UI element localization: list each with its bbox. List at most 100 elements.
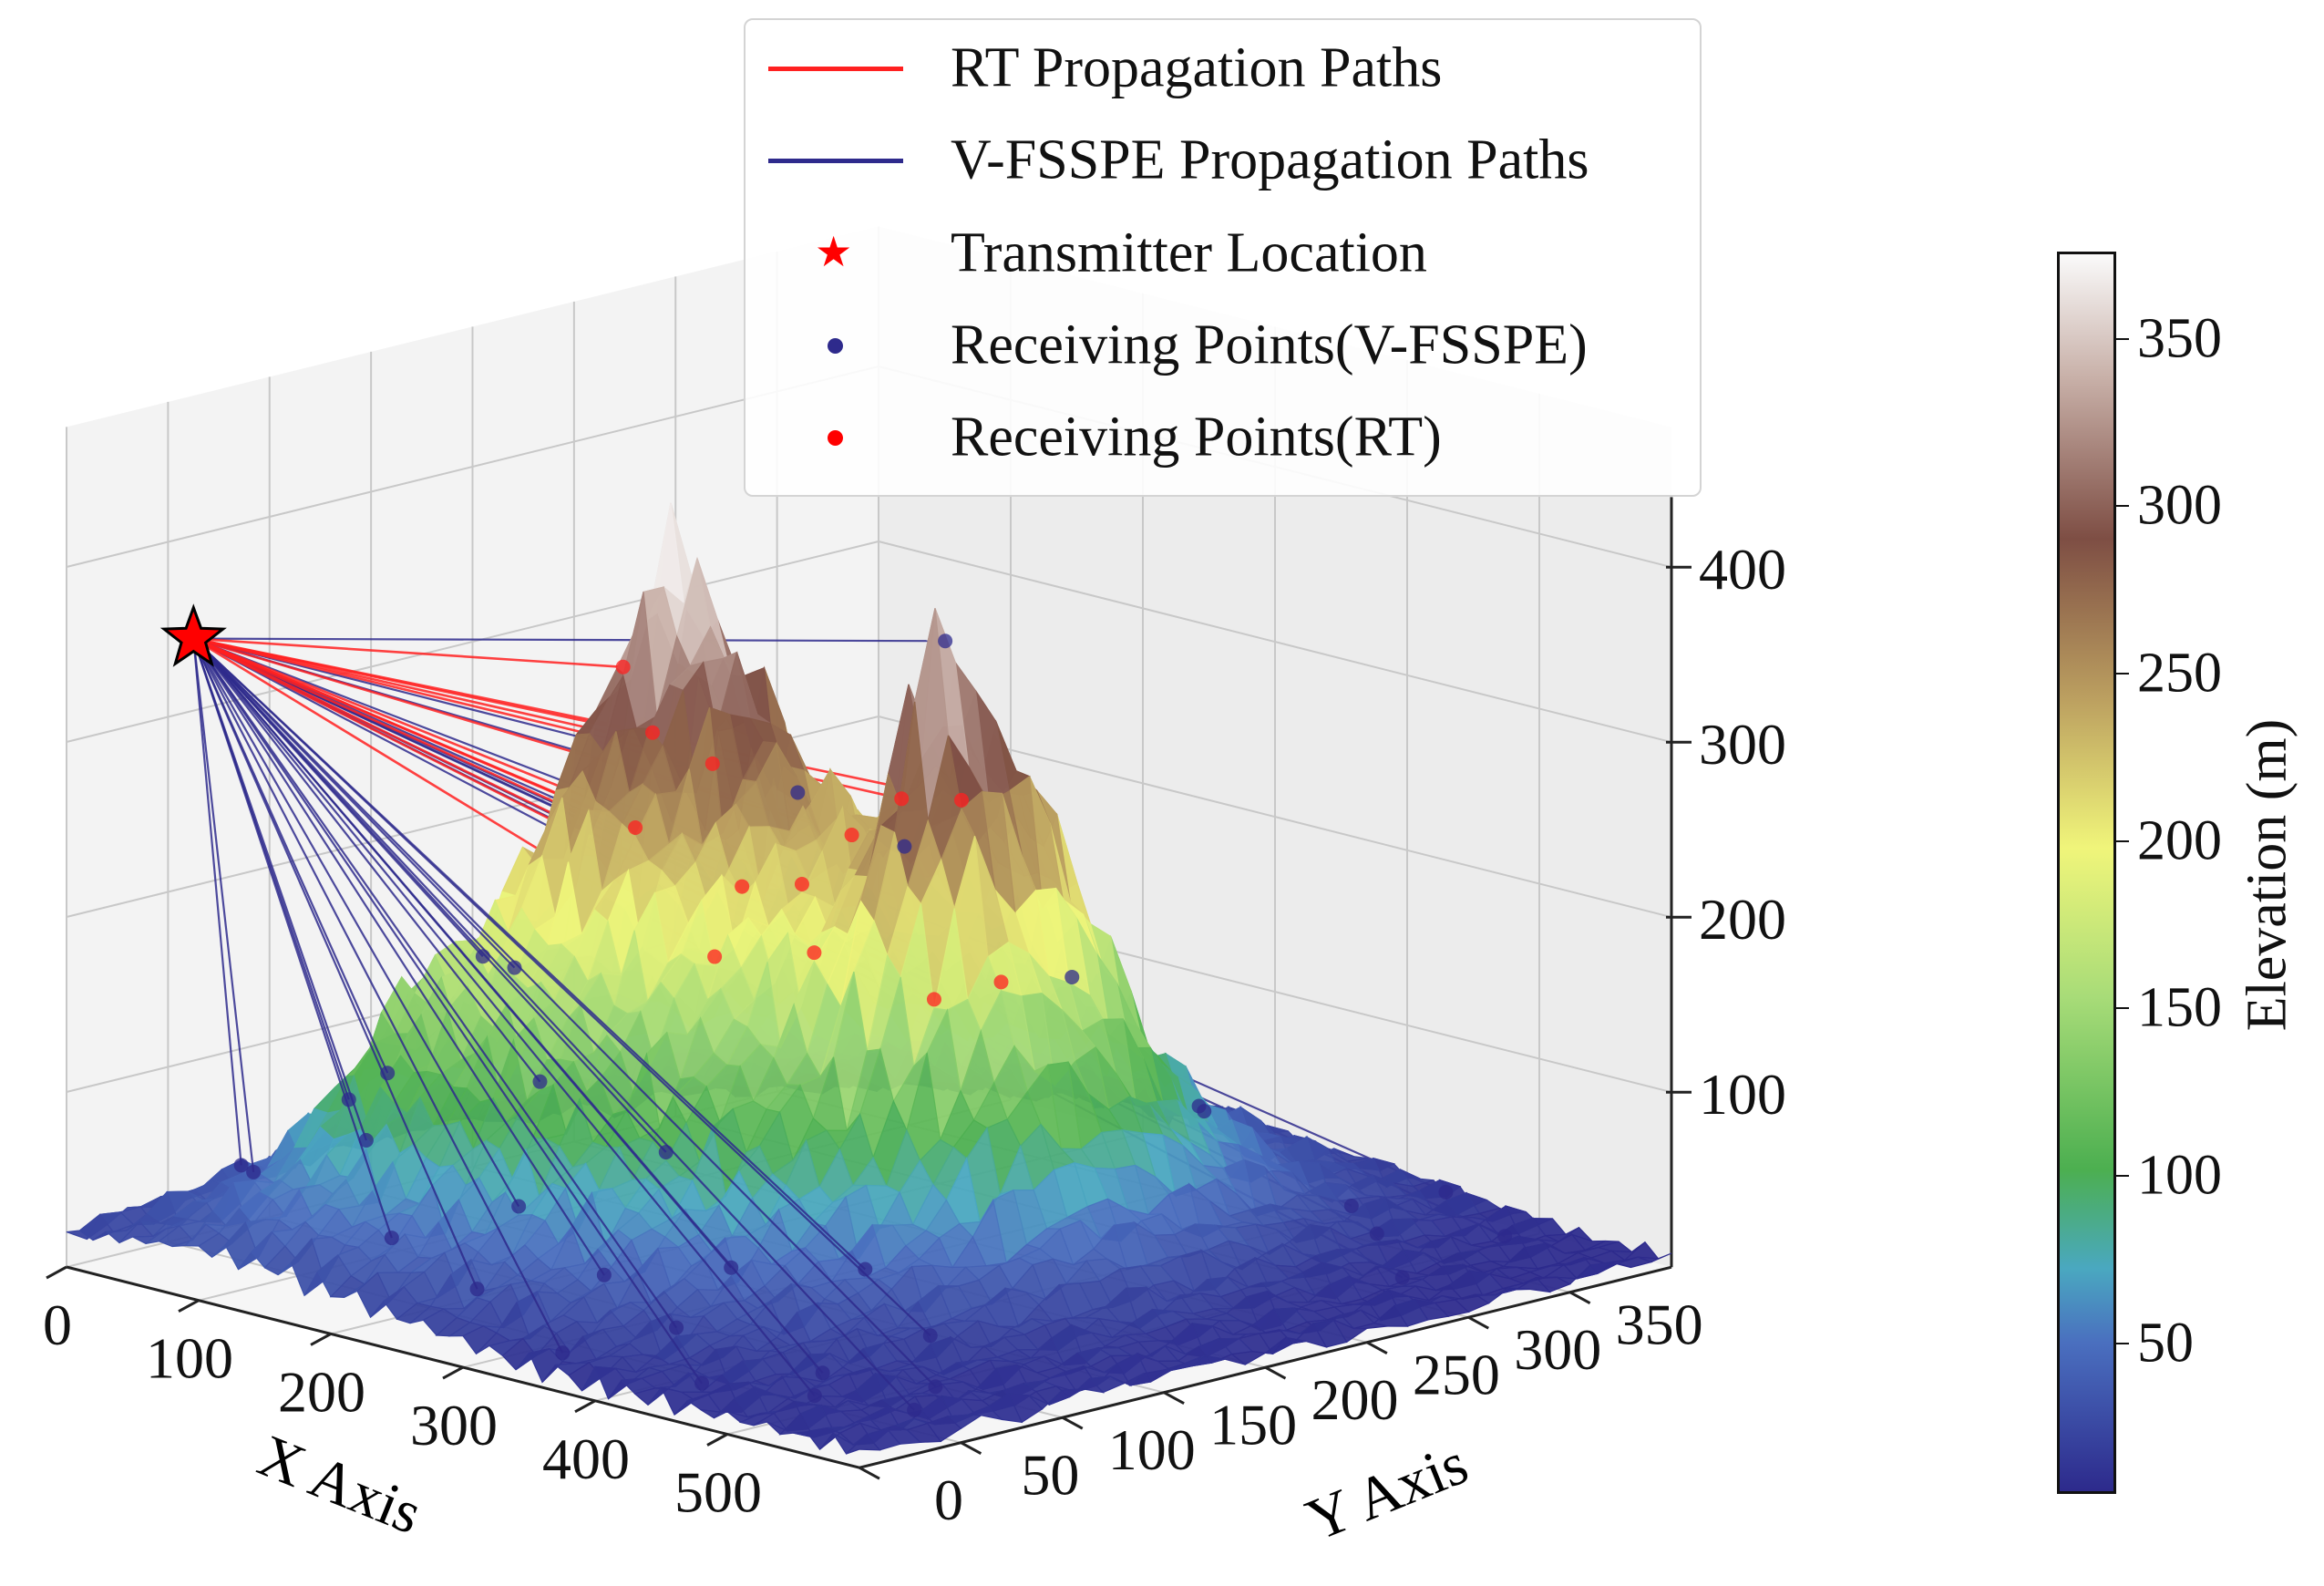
- vfsspe-path: [192, 638, 564, 1354]
- vfsspe-receiving-point: [1064, 969, 1080, 984]
- vfsspe-receiving-point: [658, 1145, 674, 1160]
- propagation-paths-near: [192, 637, 937, 1411]
- blue-dot-icon: [828, 338, 843, 354]
- colorbar-tick: [2116, 337, 2129, 340]
- rt-receiving-point: [894, 791, 910, 807]
- red-line-icon: [768, 67, 903, 71]
- y-axis-label: Y Axis: [1298, 1430, 1477, 1554]
- blue-line-icon: [768, 159, 903, 163]
- vfsspe-receiving-point: [928, 1379, 943, 1395]
- gridline: [66, 366, 879, 568]
- vfsspe-path: [192, 637, 915, 1411]
- colorbar-tick-label: 250: [2137, 642, 2222, 705]
- legend-item-transmitter: ★ Transmitter Location: [746, 208, 1700, 299]
- vfsspe-receiving-point: [669, 1320, 684, 1335]
- vfsspe-receiving-point: [938, 633, 953, 649]
- x-tick-label: 0: [43, 1292, 72, 1357]
- vfsspe-path: [192, 638, 367, 1141]
- terrain-cell: [846, 1434, 881, 1455]
- vfsspe-receiving-point: [694, 1375, 710, 1391]
- legend-label: Transmitter Location: [951, 221, 1427, 284]
- y-tick-label: 250: [1413, 1343, 1500, 1407]
- legend-item-rt-points: Receiving Points(RT): [746, 392, 1700, 483]
- rt-receiving-point: [615, 659, 631, 675]
- vfsspe-receiving-point: [555, 1345, 571, 1361]
- colorbar-tick-label: 100: [2137, 1144, 2222, 1207]
- vfsspe-receiving-point: [1438, 1184, 1454, 1200]
- colorbar-tick-label: 150: [2137, 976, 2222, 1039]
- rt-receiving-point: [628, 820, 643, 836]
- vfsspe-receiving-point: [380, 1066, 396, 1081]
- receiving-points: [233, 633, 1513, 1417]
- vfsspe-receiving-point: [596, 1267, 612, 1282]
- vfsspe-path: [192, 638, 478, 1290]
- vfsspe-path: [192, 637, 824, 1374]
- vfsspe-receiving-point: [475, 949, 490, 964]
- transmitter-marker: [159, 603, 227, 667]
- rt-receiving-point: [807, 945, 822, 961]
- legend-item-rt-paths: RT Propagation Paths: [746, 23, 1700, 114]
- y-tick: [1062, 1416, 1084, 1430]
- colorbar-tick-label: 350: [2137, 307, 2222, 370]
- vfsspe-receiving-point: [233, 1158, 249, 1173]
- vfsspe-receiving-point: [858, 1262, 873, 1277]
- vfsspe-path: [192, 637, 541, 1083]
- vfsspe-path: [192, 638, 393, 1239]
- colorbar-tick: [2116, 1007, 2129, 1010]
- y-tick-label: 150: [1209, 1393, 1297, 1457]
- colorbar-tick-label: 50: [2137, 1312, 2194, 1375]
- vfsspe-receiving-point: [1197, 1104, 1212, 1119]
- x-tick: [574, 1399, 596, 1414]
- vfsspe-receiving-point: [246, 1164, 262, 1179]
- rt-receiving-point: [707, 949, 723, 964]
- legend-item-vfsspe-points: Receiving Points(V-FSSPE): [746, 300, 1700, 391]
- vfsspe-receiving-point: [358, 1132, 374, 1148]
- rt-receiving-point: [926, 992, 941, 1007]
- rt-receiving-point: [645, 725, 661, 740]
- vfsspe-path: [192, 638, 242, 1166]
- x-tick-label: 400: [542, 1426, 630, 1491]
- y-tick-label: 50: [1021, 1443, 1079, 1508]
- rt-receiving-point: [844, 828, 859, 843]
- x-tick: [706, 1433, 728, 1447]
- vfsspe-receiving-point: [907, 1402, 922, 1417]
- y-tick: [1366, 1341, 1388, 1355]
- colorbar-tick-label: 300: [2137, 474, 2222, 537]
- vfsspe-receiving-point: [1497, 1229, 1513, 1244]
- y-tick-label: 350: [1616, 1292, 1703, 1357]
- y-tick: [960, 1441, 982, 1456]
- colorbar-tick-label: 200: [2137, 809, 2222, 872]
- vfsspe-path: [192, 638, 678, 1329]
- x-tick-label: 500: [674, 1460, 762, 1525]
- vfsspe-path: [192, 637, 937, 1388]
- colorbar: [2057, 252, 2116, 1494]
- x-tick: [178, 1299, 200, 1313]
- gridline: [878, 716, 1672, 919]
- y-tick-label: 0: [934, 1468, 963, 1532]
- vfsspe-receiving-point: [469, 1282, 485, 1297]
- colorbar-tick: [2116, 839, 2129, 842]
- y-tick: [1264, 1365, 1287, 1380]
- z-tick-label: 100: [1699, 1062, 1786, 1127]
- y-tick: [859, 1466, 880, 1480]
- legend-item-vfsspe-paths: V-FSSPE Propagation Paths: [746, 115, 1700, 206]
- vfsspe-path: [192, 637, 816, 1396]
- x-tick: [310, 1333, 332, 1346]
- rt-path: [193, 637, 623, 669]
- vfsspe-receiving-point: [922, 1328, 938, 1344]
- colorbar-label: Elevation (m): [2236, 718, 2298, 1032]
- colorbar-tick: [2116, 505, 2129, 508]
- legend-label: RT Propagation Paths: [951, 36, 1443, 99]
- vfsspe-receiving-point: [532, 1074, 548, 1089]
- z-tick-label: 400: [1699, 537, 1786, 602]
- y-tick: [1568, 1291, 1591, 1305]
- vfsspe-path: [193, 637, 946, 643]
- rt-receiving-point: [794, 876, 809, 891]
- y-tick-label: 300: [1514, 1317, 1601, 1382]
- vfsspe-path: [192, 637, 931, 1337]
- z-tick-label: 300: [1699, 712, 1786, 777]
- gridline: [878, 541, 1672, 744]
- vfsspe-receiving-point: [1394, 1270, 1410, 1285]
- x-tick: [46, 1265, 67, 1280]
- vfsspe-receiving-point: [384, 1231, 399, 1246]
